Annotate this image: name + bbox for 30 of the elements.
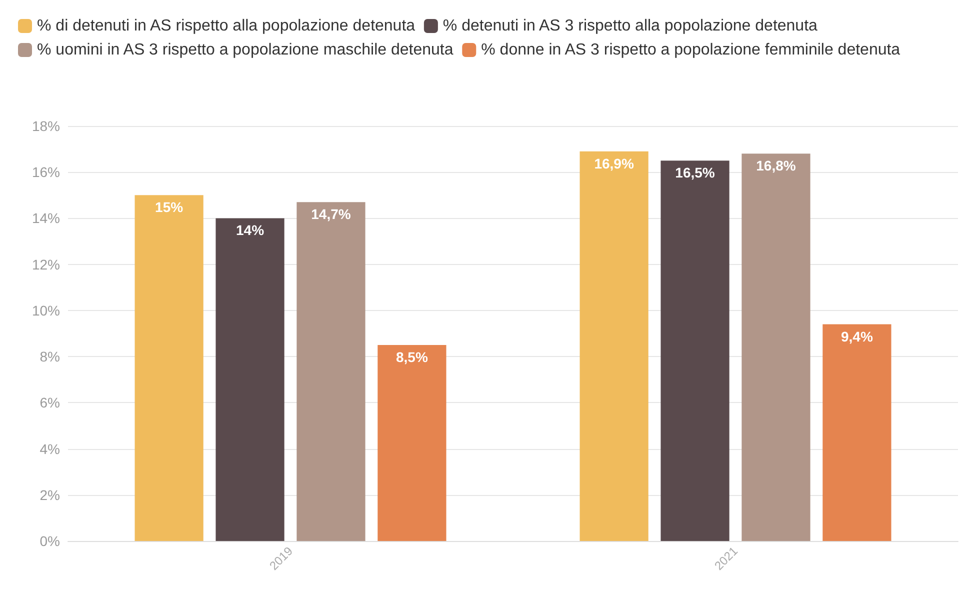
data-label: 15% xyxy=(155,199,184,216)
y-tick-label: 0% xyxy=(40,533,60,549)
bar xyxy=(742,154,810,541)
y-tick-label: 14% xyxy=(32,210,60,226)
bar xyxy=(296,202,366,541)
bar xyxy=(216,218,284,541)
y-tick-label: 12% xyxy=(32,256,60,272)
bar xyxy=(580,151,648,541)
data-label: 16,9% xyxy=(594,155,634,172)
bar xyxy=(822,324,892,541)
bar xyxy=(660,160,730,541)
data-label: 16,8% xyxy=(756,158,796,174)
data-label: 14,7% xyxy=(311,206,352,222)
bar xyxy=(134,195,204,541)
legend-label: % di detenuti in AS rispetto alla popolazione detenuta xyxy=(37,18,416,34)
y-tick-label: 8% xyxy=(40,348,60,365)
y-tick-label: 2% xyxy=(40,486,60,503)
data-label: 16,5% xyxy=(675,164,716,181)
legend-label: % donne in AS 3 rispetto a popolazione femminile detenuta xyxy=(481,42,900,58)
legend-label: % uomini in AS 3 rispetto a popolazione maschile detenuta xyxy=(37,42,454,58)
y-tick-label: 6% xyxy=(40,394,60,411)
data-label: 8,5% xyxy=(396,349,428,366)
bar xyxy=(378,345,446,541)
y-tick-label: 4% xyxy=(40,440,60,457)
y-tick-label: 10% xyxy=(32,302,60,318)
data-label: 9,4% xyxy=(840,328,874,344)
data-label: 14% xyxy=(236,222,265,238)
y-tick-label: 18% xyxy=(32,118,60,134)
y-tick-label: 16% xyxy=(32,164,60,180)
legend-label: % detenuti in AS 3 rispetto alla popolazione detenuta xyxy=(442,18,818,34)
